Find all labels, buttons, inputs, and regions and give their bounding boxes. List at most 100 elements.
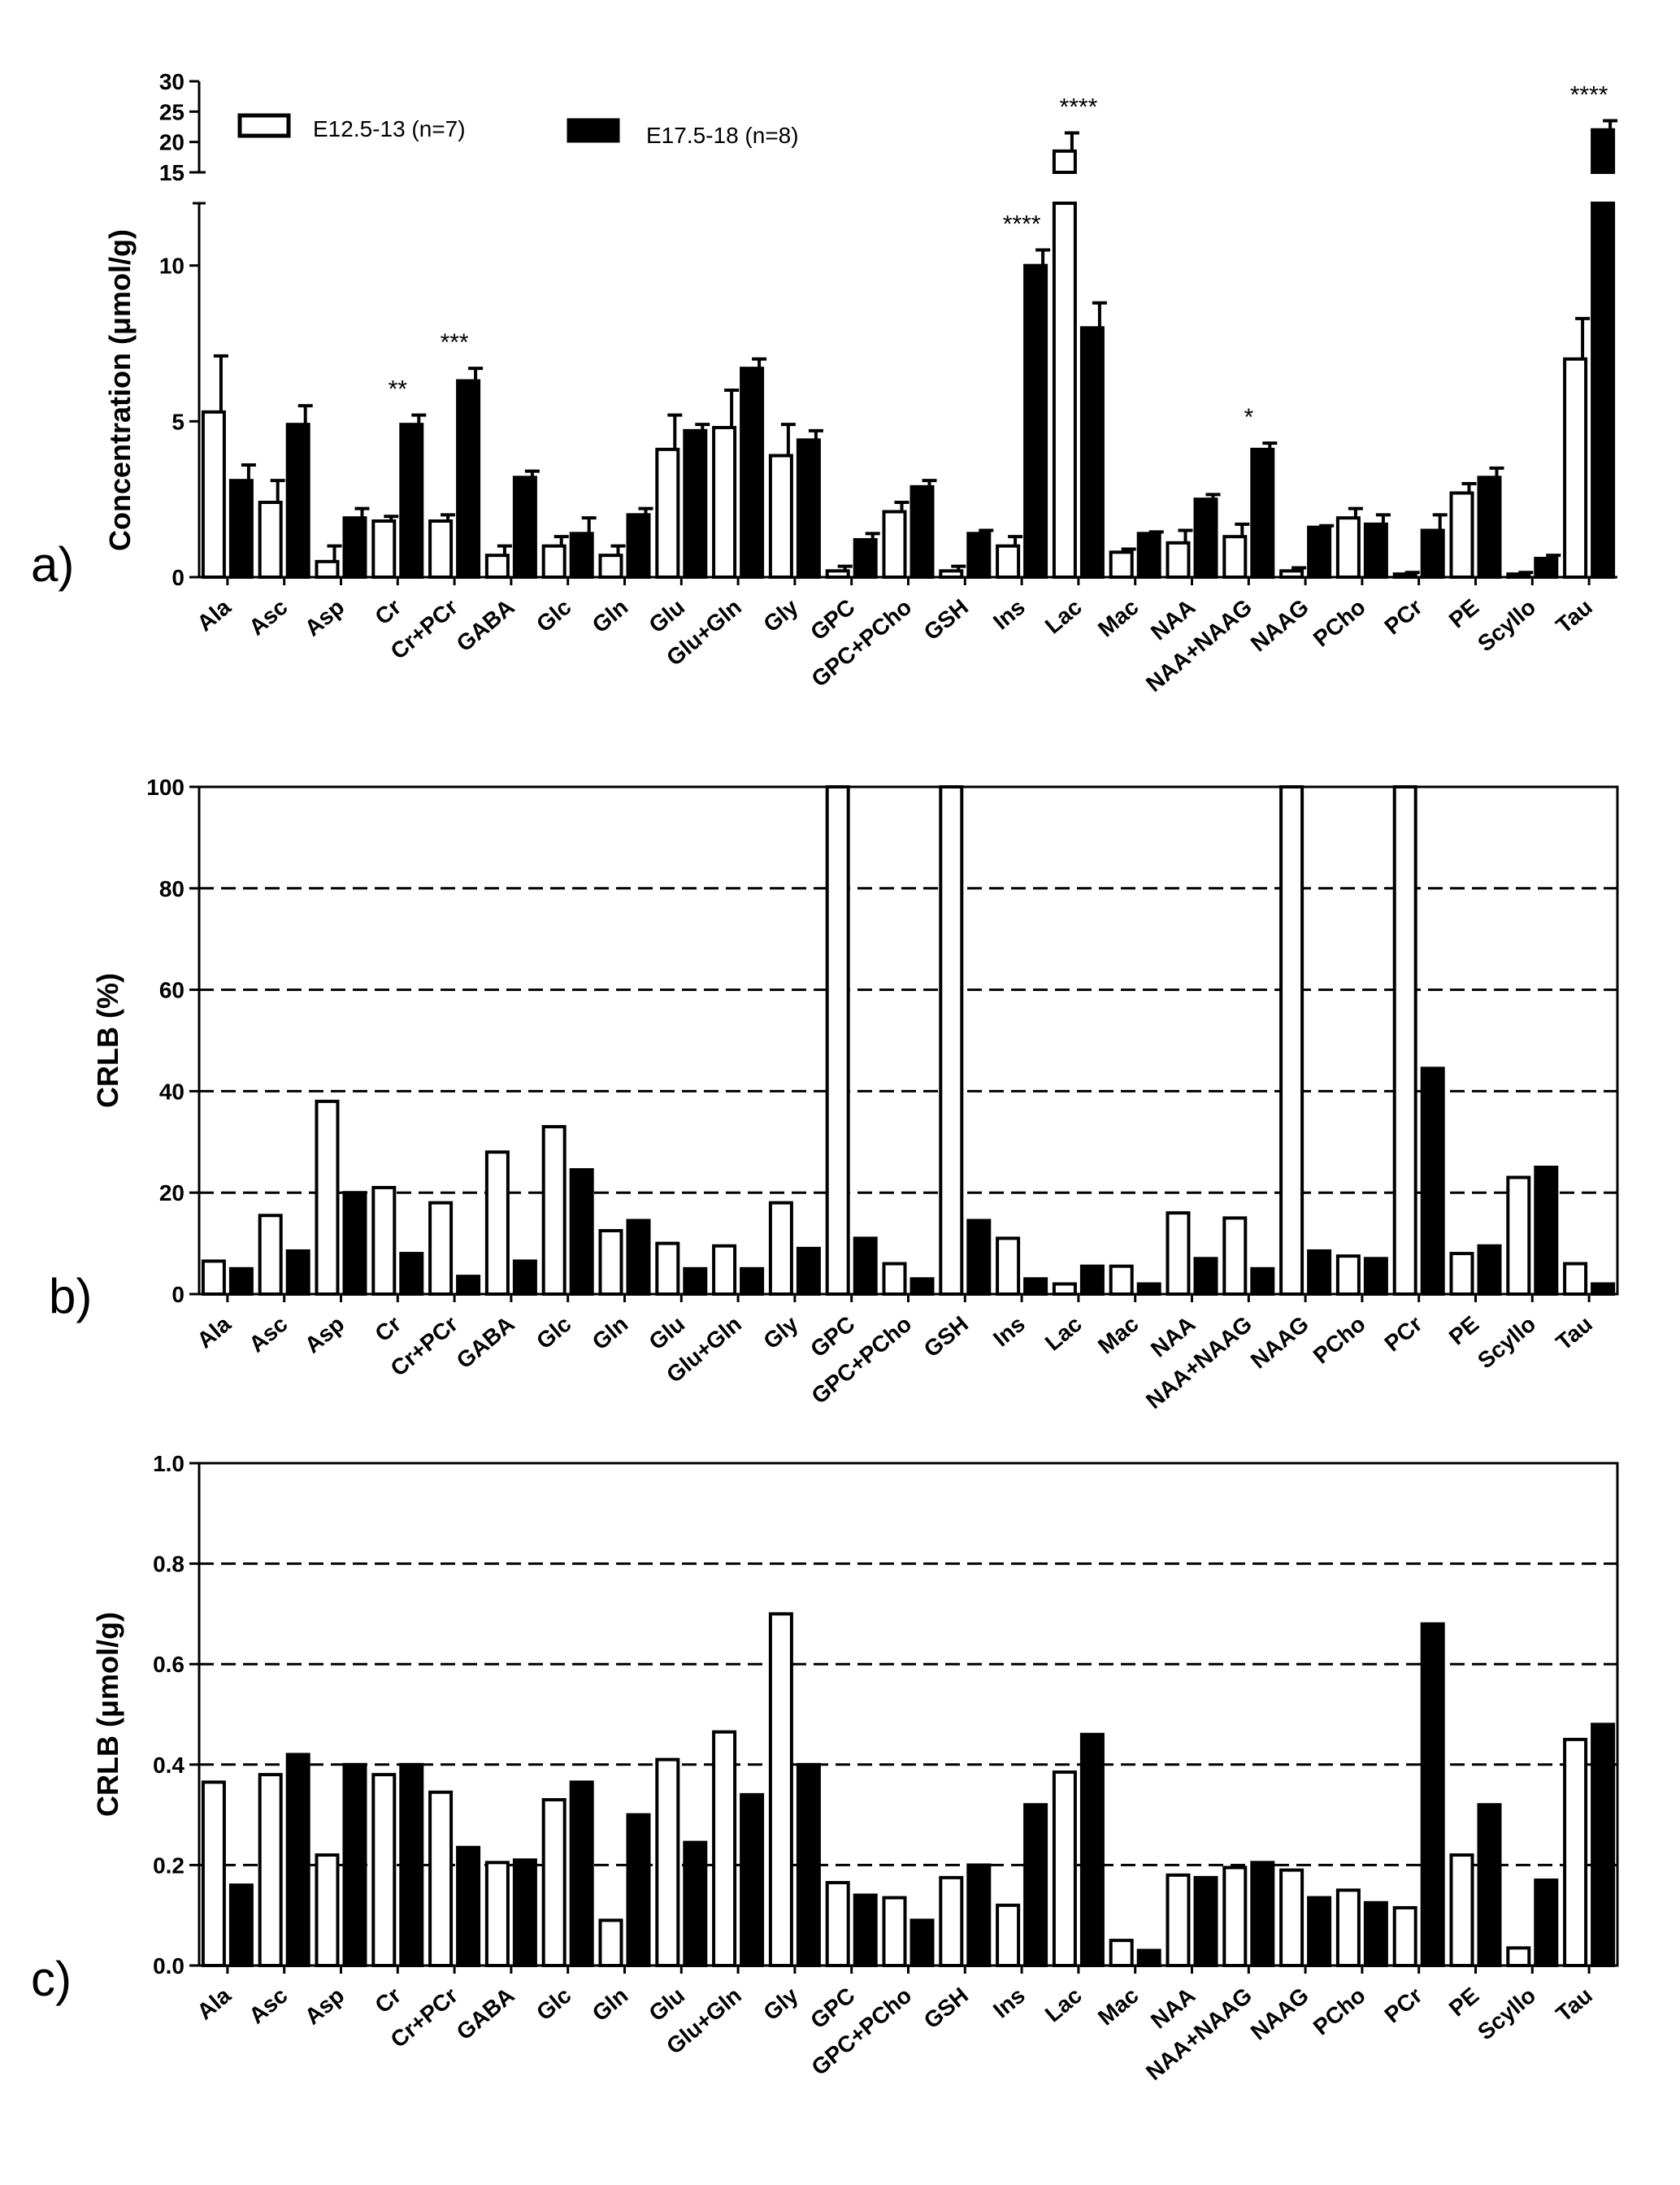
bar [1506, 1946, 1531, 1968]
y-tick-label: 10 [159, 254, 184, 279]
bar [1449, 491, 1474, 579]
x-tick-label: Gly [758, 594, 803, 637]
bar [541, 544, 567, 580]
bar [1392, 1905, 1417, 1967]
bar [853, 1893, 878, 1967]
x-tick-label: Glu [644, 594, 689, 638]
x-tick-label: Mac [1093, 1311, 1144, 1359]
bar [285, 423, 310, 580]
significance-annotation: **** [1003, 211, 1041, 238]
x-tick-label: Scyllo [1473, 594, 1540, 657]
bar [740, 367, 765, 579]
bar [569, 1168, 594, 1296]
bar [655, 1241, 680, 1296]
y-tick-label: 0.0 [153, 1953, 184, 1979]
bar [1166, 1211, 1191, 1297]
x-tick-label: GSH [919, 1311, 973, 1362]
bar [1079, 1264, 1105, 1297]
bar [1591, 128, 1616, 175]
bar [1506, 1175, 1531, 1296]
x-tick-label: PE [1444, 1983, 1484, 2022]
bar [1166, 1873, 1191, 1968]
bar [1449, 1252, 1474, 1296]
bar [939, 785, 964, 1296]
y-tick-label: 60 [159, 978, 184, 1003]
bar [909, 484, 935, 579]
bar [258, 1214, 283, 1297]
bar [1109, 550, 1134, 579]
bar [1477, 476, 1502, 579]
bar [712, 1730, 737, 1967]
bar [626, 513, 651, 579]
bar [683, 428, 708, 579]
bar [655, 1757, 680, 1968]
bar [541, 1798, 567, 1968]
bar [1392, 785, 1417, 1296]
x-tick-label: Ala [192, 1983, 236, 2025]
bar [1136, 532, 1161, 579]
bar [1307, 1896, 1332, 1968]
bar [712, 426, 737, 579]
bar [1363, 522, 1388, 579]
bar [1591, 1722, 1616, 1968]
bar [1420, 1066, 1445, 1296]
x-tick-label: Asc [244, 1983, 292, 2029]
bar [1477, 1803, 1502, 1967]
bar [1279, 1868, 1304, 1968]
bar [512, 1858, 537, 1967]
x-tick-label: PE [1444, 1311, 1484, 1350]
bar [1335, 1254, 1361, 1296]
bar [1193, 1257, 1218, 1296]
x-tick-label: Tau [1551, 594, 1596, 638]
panel-c-chart: 0.0 0.2 0.4 0.6 0.8 1.0 CRLB (μmol/g) Ala Asc Asp… [91, 1451, 1619, 2085]
legend-label-group1: E12.5-13 (n=7) [313, 116, 466, 141]
bar [768, 1201, 793, 1297]
x-tick-label: Ala [192, 1311, 236, 1353]
x-tick-label: Lac [1040, 1983, 1087, 2027]
bar [399, 423, 424, 580]
bar [484, 554, 510, 580]
bar [1166, 541, 1191, 579]
bar [1363, 1900, 1388, 1967]
bar [1477, 1244, 1502, 1296]
x-tick-label: PCr [1379, 1983, 1426, 2028]
x-tick-label: Gln [588, 594, 633, 638]
y-tick-label: 20 [159, 130, 184, 155]
bar [201, 410, 226, 580]
x-tick-label: Cr [370, 594, 406, 630]
x-tick-label: NAAG [1246, 1311, 1313, 1374]
bar [626, 1218, 651, 1297]
x-tick-label: Ins [988, 1983, 1030, 2023]
bar [1506, 572, 1531, 580]
x-tick-label: Lac [1040, 594, 1087, 639]
bar [1563, 357, 1588, 579]
x-tick-label: Scyllo [1473, 1983, 1540, 2045]
x-tick-label: NAA+NAAG [1141, 1983, 1257, 2085]
bar [428, 519, 454, 579]
bar [258, 1773, 283, 1967]
x-tick-label: NAA+NAAG [1141, 1311, 1257, 1414]
bar [1534, 1166, 1559, 1296]
bar [1052, 202, 1077, 579]
bar [1250, 1861, 1275, 1968]
bar [428, 1790, 454, 1968]
x-tick-label: Asp [300, 1983, 349, 2030]
bar [484, 1150, 510, 1297]
y-tick-label: 0.4 [153, 1753, 184, 1778]
x-tick-label: GABA [452, 594, 519, 657]
y-tick-label: 5 [171, 409, 184, 434]
bar [569, 1780, 594, 1967]
legend-label-group2: E17.5-18 (n=8) [646, 123, 799, 148]
bar [258, 501, 283, 579]
bar [996, 544, 1021, 580]
bar [1250, 1266, 1275, 1297]
x-tick-label: Mac [1093, 594, 1144, 642]
y-tick-label: 0 [171, 565, 184, 590]
bar [683, 1266, 708, 1297]
bar [371, 1773, 397, 1967]
bar [1279, 785, 1304, 1296]
x-tick-label: PCho [1309, 594, 1370, 652]
bar [1052, 149, 1077, 175]
bar [825, 785, 850, 1296]
x-tick-label: Ala [192, 594, 236, 636]
